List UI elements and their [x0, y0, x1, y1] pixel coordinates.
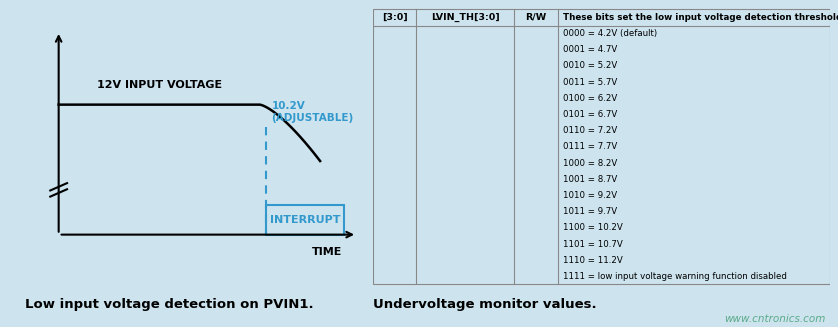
Text: 0101 = 6.7V: 0101 = 6.7V — [563, 110, 618, 119]
Text: 1110 = 11.2V: 1110 = 11.2V — [563, 256, 623, 265]
Text: [3:0]: [3:0] — [382, 13, 407, 22]
Text: INTERRUPT: INTERRUPT — [270, 215, 340, 225]
Text: 1011 = 9.7V: 1011 = 9.7V — [563, 207, 618, 216]
Text: 0010 = 5.2V: 0010 = 5.2V — [563, 61, 618, 71]
Bar — [266, 205, 344, 235]
Text: 0100 = 6.2V: 0100 = 6.2V — [563, 94, 618, 103]
Text: 1000 = 8.2V: 1000 = 8.2V — [563, 159, 618, 168]
Text: 0011 = 5.7V: 0011 = 5.7V — [563, 77, 618, 87]
Text: 0110 = 7.2V: 0110 = 7.2V — [563, 126, 618, 135]
Text: 1101 = 10.7V: 1101 = 10.7V — [563, 239, 623, 249]
Text: Low input voltage detection on PVIN1.: Low input voltage detection on PVIN1. — [25, 298, 313, 311]
Text: 10.2V
(ADJUSTABLE): 10.2V (ADJUSTABLE) — [272, 101, 354, 123]
Text: Undervoltage monitor values.: Undervoltage monitor values. — [373, 298, 597, 311]
Text: 0111 = 7.7V: 0111 = 7.7V — [563, 142, 618, 151]
Text: These bits set the low input voltage detection threshold.: These bits set the low input voltage det… — [563, 13, 838, 22]
Text: TIME: TIME — [312, 247, 342, 257]
Text: www.cntronics.com: www.cntronics.com — [724, 314, 825, 324]
Text: 1111 = low input voltage warning function disabled: 1111 = low input voltage warning functio… — [563, 272, 787, 281]
Text: 12V INPUT VOLTAGE: 12V INPUT VOLTAGE — [96, 80, 222, 90]
Text: LVIN_TH[3:0]: LVIN_TH[3:0] — [431, 13, 499, 22]
Text: R/W: R/W — [525, 13, 547, 22]
Text: 1010 = 9.2V: 1010 = 9.2V — [563, 191, 618, 200]
Text: 0000 = 4.2V (default): 0000 = 4.2V (default) — [563, 29, 658, 38]
Text: 1100 = 10.2V: 1100 = 10.2V — [563, 223, 623, 232]
Text: 0001 = 4.7V: 0001 = 4.7V — [563, 45, 618, 54]
Text: 1001 = 8.7V: 1001 = 8.7V — [563, 175, 618, 184]
